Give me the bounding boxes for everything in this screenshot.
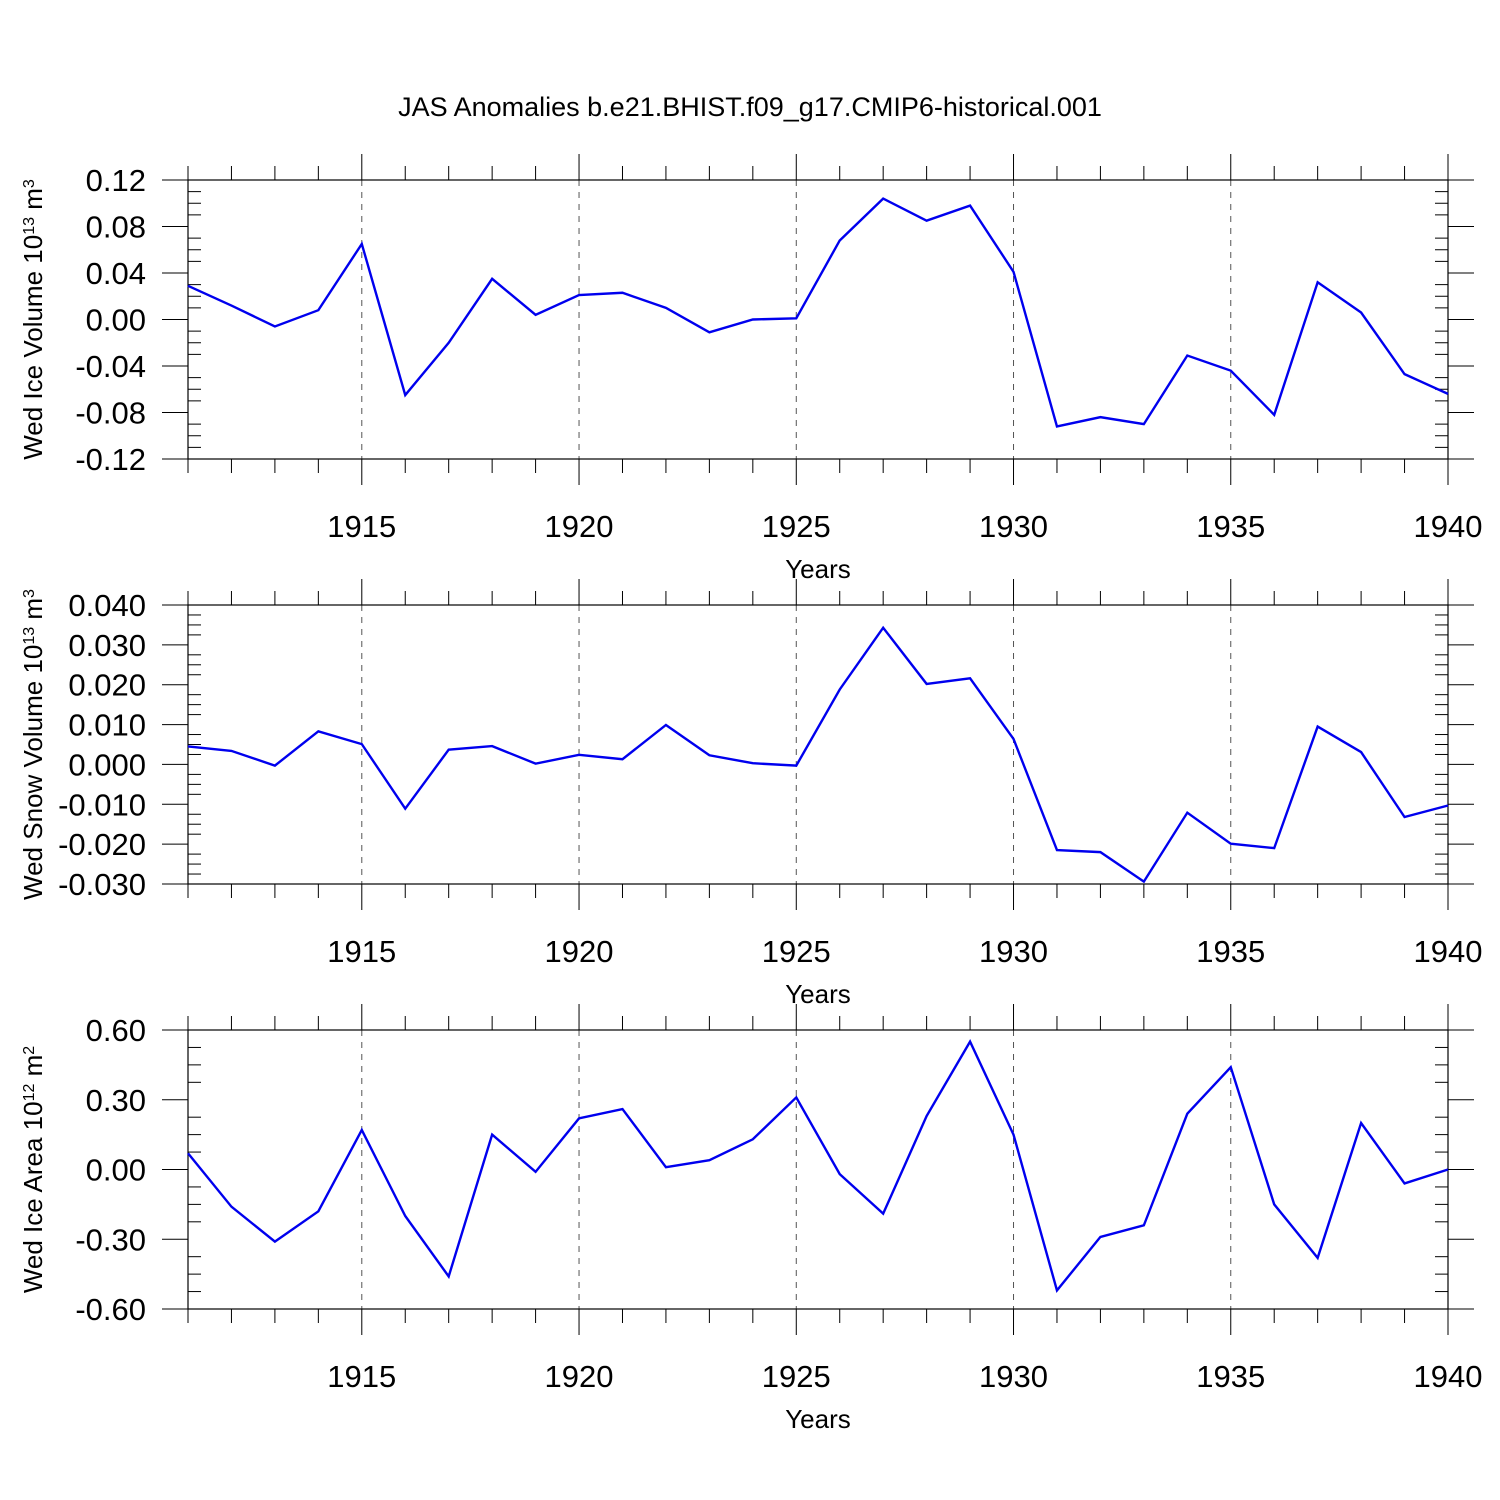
x-tick-label: 1940 [1414, 934, 1483, 969]
y-tick-label: -0.12 [75, 442, 146, 477]
y-tick-label: -0.08 [75, 396, 146, 431]
chart-title: JAS Anomalies b.e21.BHIST.f09_g17.CMIP6-… [398, 92, 1102, 122]
y-tick-label: 0.08 [86, 210, 146, 245]
x-tick-label: 1925 [762, 1359, 831, 1394]
x-tick-label: 1920 [545, 934, 614, 969]
x-tick-label: 1940 [1414, 1359, 1483, 1394]
x-tick-label: 1935 [1196, 934, 1265, 969]
y-tick-label: 0.00 [86, 1153, 146, 1188]
y-axis-label: Wed Snow Volume 1013 m3 [18, 589, 48, 900]
x-tick-label: 1930 [979, 1359, 1048, 1394]
panel-3: 0.60 0.30 0.00 -0.30 -0.60 1915 1920 1925 1930 19… [18, 1004, 1482, 1434]
y-axis-label: Wed Ice Volume 1013 m3 [18, 179, 48, 460]
x-tick-label: 1925 [762, 509, 831, 544]
y-tick-label: 0.020 [68, 668, 146, 703]
y-tick-label: -0.010 [58, 787, 146, 822]
panel-1: 0.12 0.08 0.04 0.00 -0.04 -0.08 -0.12 1915 1920 1… [18, 154, 1482, 584]
x-tick-label: 1920 [545, 1359, 614, 1394]
x-axis-label: Years [785, 1404, 851, 1434]
y-tick-label: 0.00 [86, 303, 146, 338]
y-tick-label: 0.12 [86, 163, 146, 198]
x-tick-label: 1925 [762, 934, 831, 969]
y-tick-label: 0.030 [68, 628, 146, 663]
y-tick-label: -0.030 [58, 867, 146, 902]
x-tick-label: 1920 [545, 509, 614, 544]
y-tick-label: -0.04 [75, 349, 146, 384]
x-tick-label: 1930 [979, 509, 1048, 544]
y-tick-label: 0.04 [86, 256, 146, 291]
x-tick-label: 1935 [1196, 1359, 1265, 1394]
panel-2: 0.040 0.030 0.020 0.010 0.000 -0.010 -0.020 -0.… [18, 579, 1482, 1009]
panels: 0.12 0.08 0.04 0.00 -0.04 -0.08 -0.12 1915 1920 1… [18, 154, 1482, 1434]
x-tick-label: 1915 [327, 509, 396, 544]
series-line [187, 625, 1449, 884]
plot-frame [187, 1029, 1449, 1310]
x-tick-label: 1930 [979, 934, 1048, 969]
y-tick-label: -0.30 [75, 1222, 146, 1257]
series-line [187, 197, 1449, 428]
x-axis-label: Years [785, 979, 851, 1009]
y-tick-label: 0.60 [86, 1013, 146, 1048]
x-tick-label: 1915 [327, 934, 396, 969]
x-tick-label: 1935 [1196, 509, 1265, 544]
y-tick-label: 0.010 [68, 708, 146, 743]
y-axis-label: Wed Ice Area 1012 m2 [18, 1046, 48, 1293]
x-axis-label: Years [785, 554, 851, 584]
y-tick-label: 0.040 [68, 588, 146, 623]
y-tick-label: -0.020 [58, 827, 146, 862]
plot-frame [187, 604, 1449, 885]
y-tick-label: -0.60 [75, 1292, 146, 1327]
x-tick-label: 1915 [327, 1359, 396, 1394]
y-tick-label: 0.000 [68, 747, 146, 782]
series-line [187, 1039, 1449, 1293]
y-tick-label: 0.30 [86, 1083, 146, 1118]
x-tick-label: 1940 [1414, 509, 1483, 544]
plot-frame [187, 179, 1449, 460]
